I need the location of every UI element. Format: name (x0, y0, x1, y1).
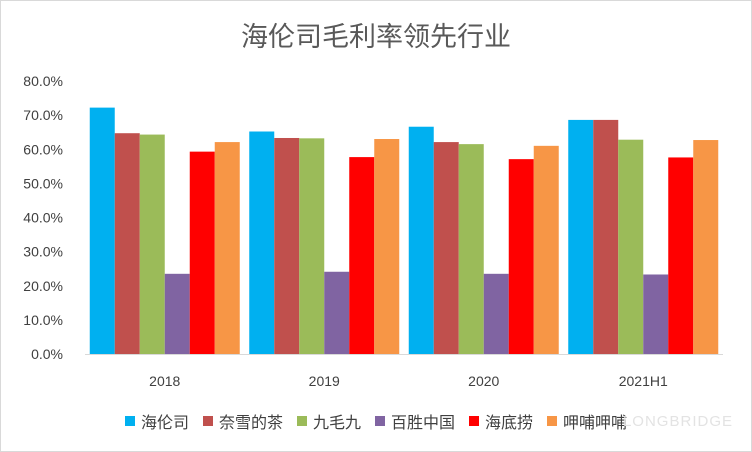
y-tick-label: 80.0% (23, 73, 63, 89)
y-tick-label: 70.0% (23, 107, 63, 123)
y-tick-label: 10.0% (23, 312, 63, 328)
bar (643, 274, 669, 354)
x-tick-label: 2019 (309, 373, 340, 389)
legend-swatch (124, 416, 135, 426)
bar (693, 140, 719, 354)
y-tick-label: 20.0% (23, 278, 63, 294)
bar (114, 133, 140, 354)
bar (533, 145, 559, 354)
legend-label: 九毛九 (312, 413, 361, 432)
y-tick-label: 50.0% (23, 175, 63, 191)
chart-title: 海伦司毛利率领先行业 (241, 22, 511, 53)
y-tick-label: 40.0% (23, 210, 63, 226)
legend-item: 奈雪的茶 (202, 409, 283, 433)
bar (89, 107, 115, 355)
bar (668, 157, 694, 354)
legend-swatch (547, 416, 558, 426)
bar (433, 142, 459, 354)
legend-item: 海底捞 (469, 409, 533, 433)
legend-swatch (296, 416, 307, 426)
bar (214, 142, 240, 354)
x-tick-label: 2020 (468, 373, 499, 389)
legend-label: 奈雪的茶 (218, 413, 283, 432)
bar (483, 273, 509, 354)
bar (189, 151, 215, 354)
bar (164, 273, 190, 354)
legend-swatch (469, 416, 480, 426)
bar (274, 137, 300, 354)
legend-item: 九毛九 (296, 409, 361, 433)
bar (324, 271, 350, 354)
y-tick-label: 30.0% (23, 244, 63, 260)
bar (593, 119, 619, 354)
legend-label: 海伦司 (140, 413, 189, 432)
bar (249, 131, 275, 354)
bar (374, 139, 400, 354)
y-tick-label: 60.0% (23, 141, 63, 157)
bar (349, 157, 375, 354)
bar (568, 119, 594, 354)
bar (408, 126, 434, 354)
legend-label: 呷哺呷哺 (563, 413, 628, 432)
legend-label: 百胜中国 (391, 413, 456, 432)
bar (139, 134, 165, 354)
x-tick-label: 2018 (149, 373, 180, 389)
bar (299, 138, 325, 354)
bar (458, 144, 484, 354)
watermark-text: LONGBRIDGE (622, 413, 733, 430)
chart-legend: 海伦司 奈雪的茶 九毛九 百胜中国 海底捞 呷哺呷哺 (1, 409, 751, 433)
bar (508, 159, 534, 354)
y-tick-label: 0.0% (31, 346, 63, 362)
legend-item: 海伦司 (124, 409, 189, 433)
legend-label: 海底捞 (485, 413, 534, 432)
legend-item: 百胜中国 (375, 409, 455, 433)
x-tick-label: 2021H1 (619, 373, 668, 389)
legend-item: 呷哺呷哺 (547, 409, 627, 433)
legend-swatch (375, 416, 385, 426)
legend-swatch (202, 416, 213, 426)
bar (618, 139, 644, 354)
